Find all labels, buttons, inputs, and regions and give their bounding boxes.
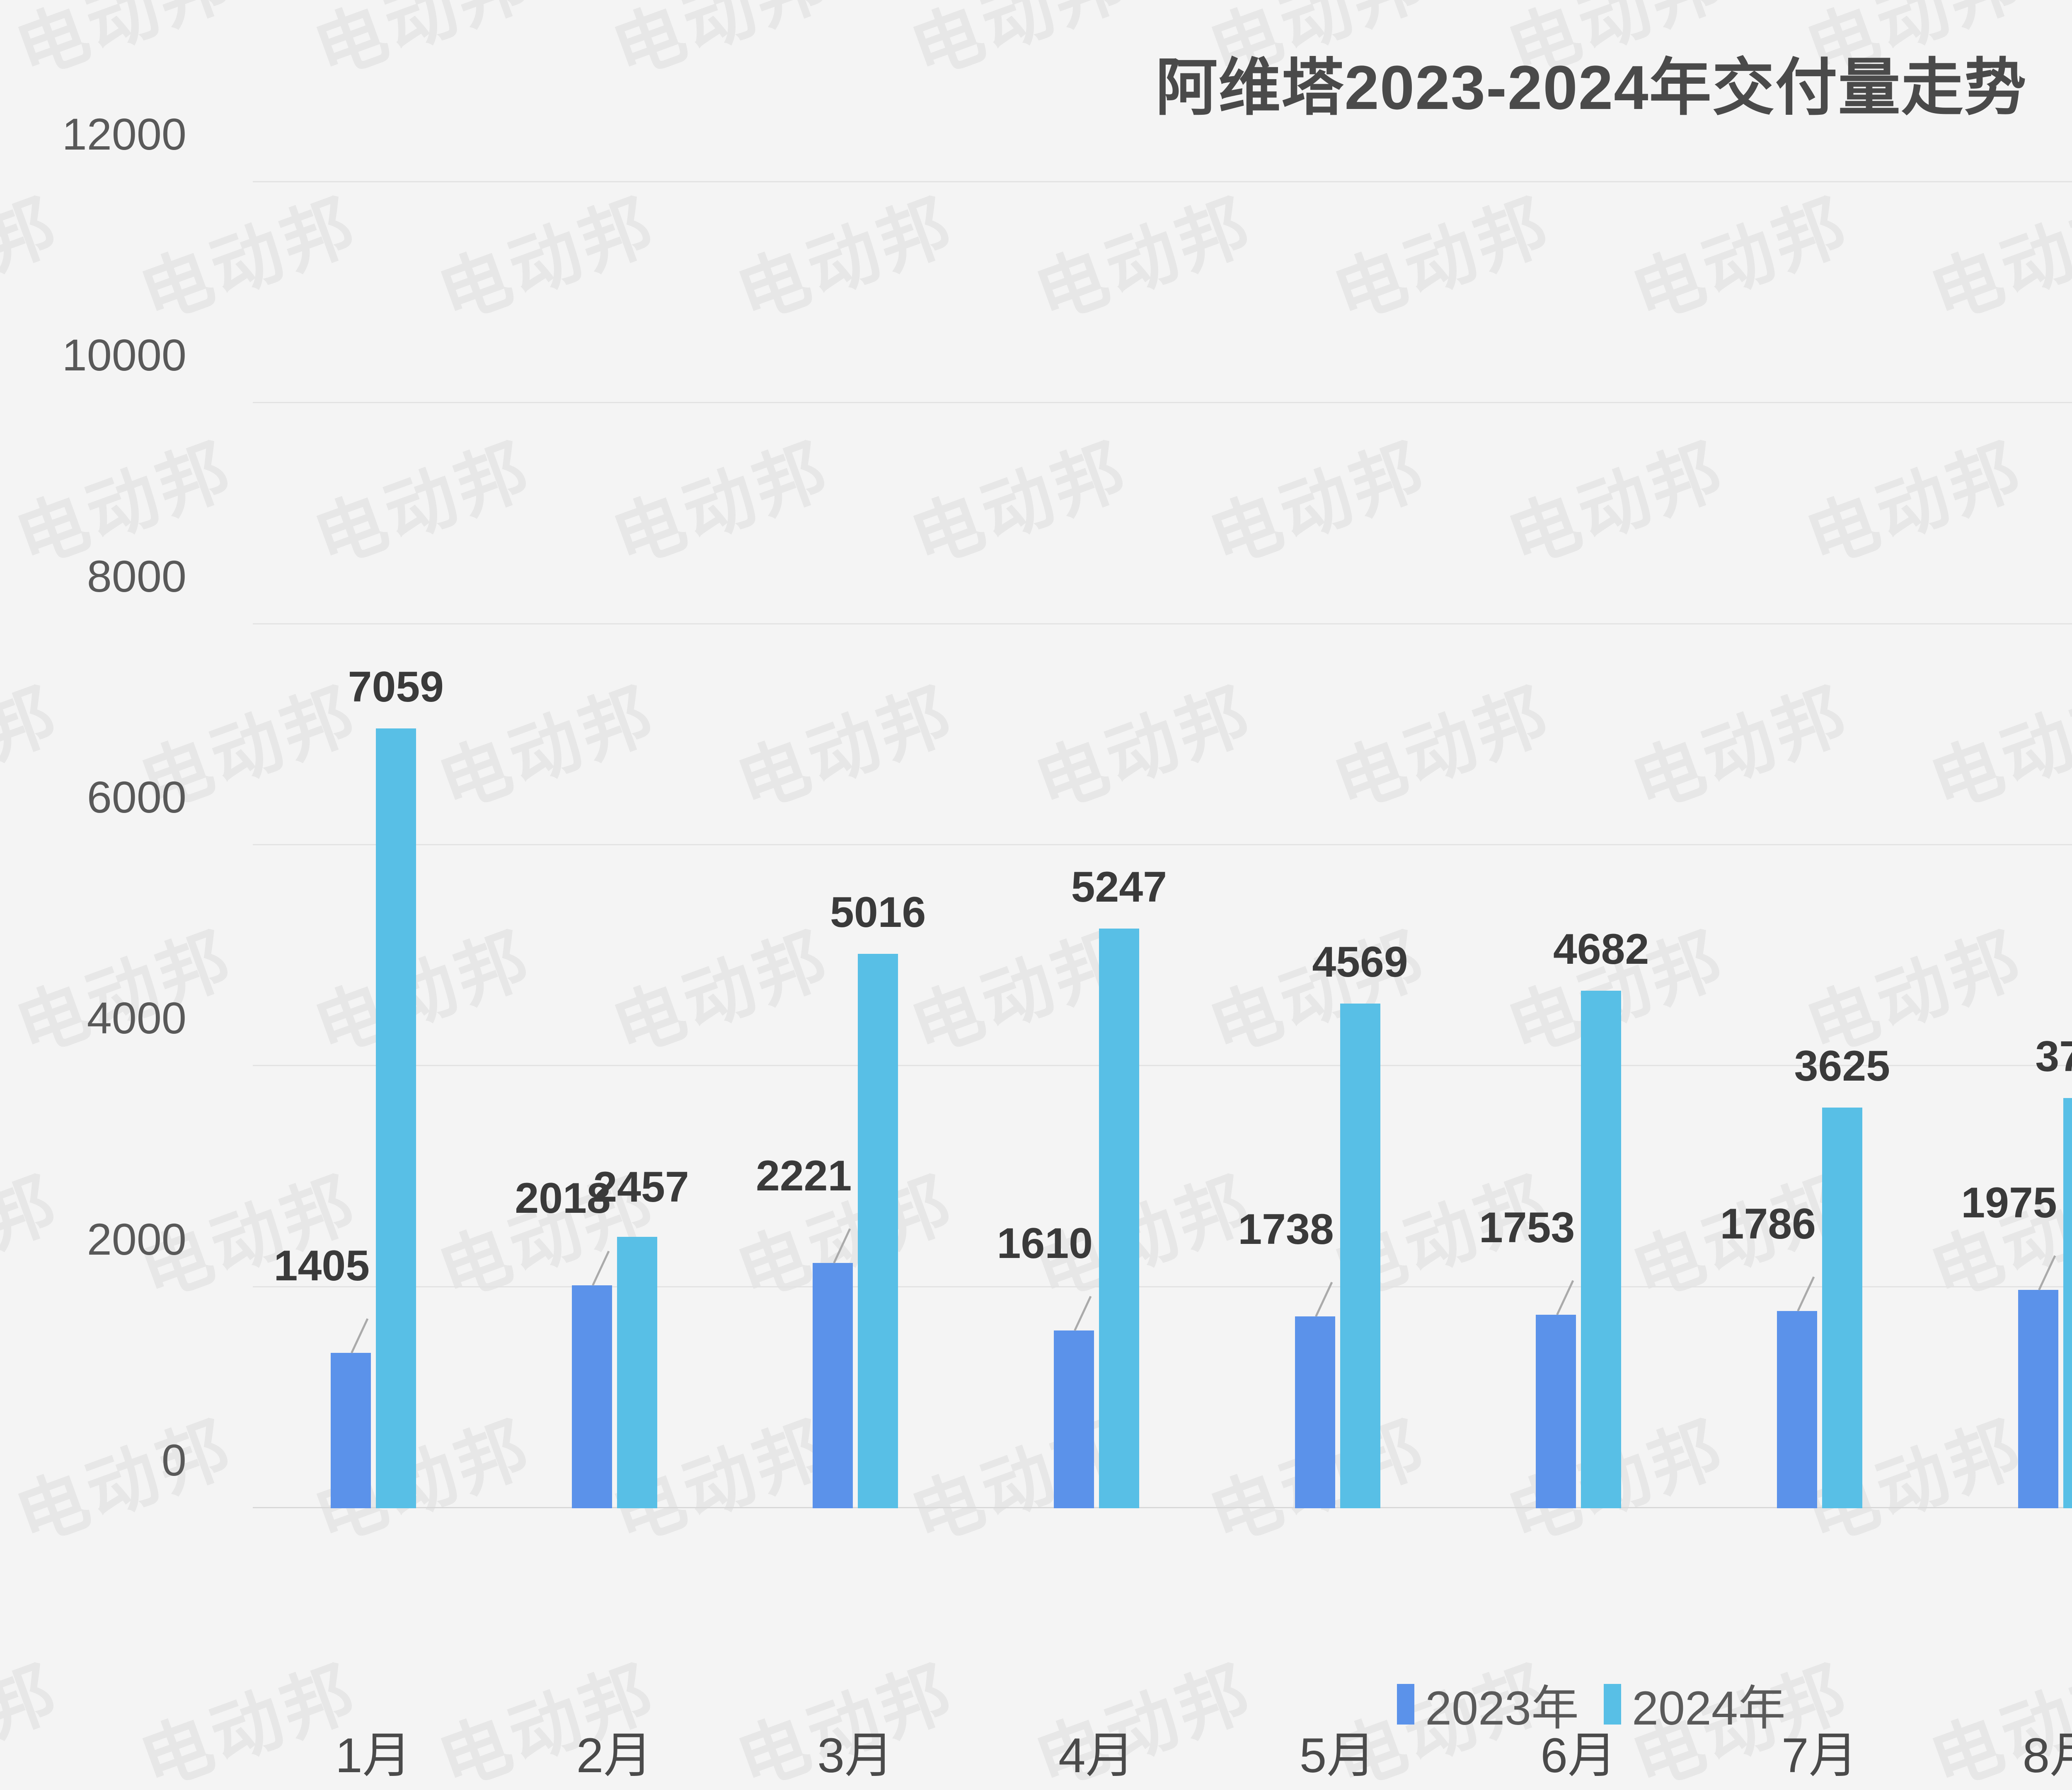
y-axis-tick-label: 12000	[62, 109, 186, 159]
y-axis-tick-label: 8000	[87, 551, 186, 601]
gridline	[253, 1065, 2072, 1067]
x-axis-tick-label: 1月	[335, 1728, 411, 1783]
label-leader-line	[1797, 1276, 1815, 1311]
x-axis-tick-label: 2月	[576, 1728, 653, 1783]
bar-value-label: 5247	[1071, 863, 1167, 911]
x-axis-tick-label: 8月	[2022, 1728, 2072, 1783]
plot-area: 0 2000 4000 6000 8000 10000 12000 1月 1405 7059 2月 2…	[62, 109, 2072, 1783]
bar-2023年-4月[interactable]	[1053, 1330, 1094, 1508]
bar-2024年-2月[interactable]	[617, 1236, 657, 1508]
bar-value-label: 1738	[1238, 1205, 1334, 1253]
legend-swatch-icon	[1604, 1684, 1621, 1725]
bar-value-label: 1753	[1479, 1203, 1575, 1252]
bar-2024年-3月[interactable]	[858, 954, 898, 1508]
label-leader-line	[1074, 1296, 1092, 1331]
x-axis-tick-label: 6月	[1540, 1728, 1617, 1783]
bar-2023年-2月[interactable]	[571, 1285, 612, 1508]
x-axis-tick-label: 3月	[817, 1728, 893, 1783]
y-axis-tick-label: 6000	[87, 772, 186, 822]
bar-2023年-3月[interactable]	[813, 1263, 853, 1508]
bar-2024年-4月[interactable]	[1099, 928, 1139, 1508]
label-leader-line	[351, 1318, 369, 1354]
chart-title: 阿维塔2023-2024年交付量走势	[1155, 53, 2027, 122]
label-leader-line	[833, 1228, 851, 1263]
bar-2024年-7月[interactable]	[1822, 1108, 1862, 1508]
legend-item-2024年[interactable]: 2024年	[1604, 1670, 1786, 1739]
bar-value-label: 2018	[515, 1174, 611, 1222]
bar-value-label: 4569	[1312, 938, 1408, 986]
y-axis-tick-label: 2000	[87, 1214, 186, 1264]
bar-2024年-8月[interactable]	[2063, 1098, 2072, 1508]
bar-value-label: 7059	[348, 663, 444, 711]
bar-value-label: 5016	[830, 888, 926, 937]
gridline	[253, 623, 2072, 624]
x-axis-tick-label: 5月	[1299, 1728, 1376, 1783]
bar-value-label: 2221	[755, 1151, 852, 1200]
legend-label: 2023年	[1425, 1682, 1579, 1735]
gridline	[253, 181, 2072, 182]
chart-legend: 2023年 2024年	[0, 1670, 2072, 1739]
bar-value-label: 1610	[997, 1219, 1093, 1268]
bar-value-label: 1786	[1720, 1200, 1816, 1248]
label-leader-line	[592, 1251, 610, 1286]
legend-swatch-icon	[1397, 1684, 1415, 1725]
bar-2024年-5月[interactable]	[1340, 1003, 1380, 1508]
bar-2024年-1月[interactable]	[375, 728, 416, 1508]
gridline	[253, 402, 2072, 404]
y-axis-tick-label: 0	[161, 1435, 186, 1485]
label-leader-line	[2038, 1255, 2056, 1291]
gridline	[253, 844, 2072, 845]
x-axis-tick-label: 7月	[1782, 1728, 1858, 1783]
bar-2023年-6月[interactable]	[1536, 1314, 1576, 1508]
bar-2023年-1月[interactable]	[330, 1353, 371, 1508]
gridline	[253, 1286, 2072, 1287]
label-leader-line	[1556, 1280, 1574, 1315]
bar-2023年-7月[interactable]	[1777, 1311, 1817, 1508]
bar-2024年-6月[interactable]	[1581, 991, 1622, 1508]
gridline	[253, 1507, 2072, 1508]
bar-2023年-8月[interactable]	[2018, 1290, 2058, 1508]
y-axis-tick-label: 4000	[87, 993, 186, 1043]
bar-value-label: 4682	[1553, 925, 1649, 974]
legend-label: 2024年	[1632, 1682, 1786, 1735]
bar-2023年-5月[interactable]	[1295, 1316, 1335, 1508]
bar-value-label: 2457	[593, 1163, 689, 1211]
bar-value-label: 1975	[1961, 1179, 2057, 1227]
legend-item-2023年[interactable]: 2023年	[1397, 1670, 1579, 1739]
bar-value-label: 1405	[274, 1242, 370, 1290]
bar-value-label: 3625	[1794, 1042, 1890, 1091]
bar-value-label: 3712	[2035, 1033, 2072, 1081]
x-axis-tick-label: 4月	[1058, 1728, 1135, 1783]
y-axis-tick-label: 10000	[62, 330, 186, 380]
